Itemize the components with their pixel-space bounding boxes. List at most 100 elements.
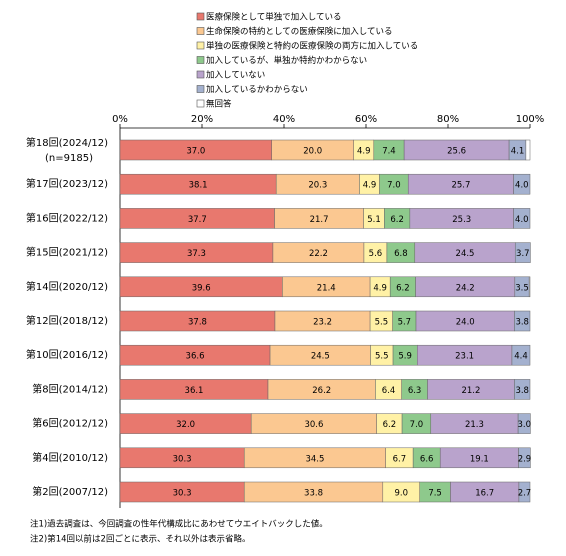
data-label: 2.9	[518, 454, 532, 464]
data-label: 23.1	[455, 352, 474, 362]
y-tick-label: 第10回(2016/12)	[26, 348, 108, 361]
bar-segment	[518, 447, 531, 469]
data-label: 7.0	[410, 420, 424, 430]
data-label: 37.3	[187, 249, 206, 259]
data-label: 24.5	[311, 352, 330, 362]
data-label: 4.9	[357, 147, 371, 157]
data-label: 6.3	[408, 386, 422, 396]
legend-swatch	[196, 12, 205, 21]
data-label: 5.5	[375, 352, 389, 362]
legend-swatch	[196, 99, 205, 108]
data-label: 16.7	[475, 489, 494, 499]
bar-segment	[518, 481, 531, 503]
data-label: 4.9	[373, 283, 387, 293]
bar-segment	[528, 276, 531, 298]
data-label: 24.5	[456, 249, 475, 259]
x-tick-label: 60%	[355, 114, 377, 125]
data-label: 24.2	[456, 283, 475, 293]
y-tick-label: 第4回(2010/12)	[32, 451, 108, 464]
data-label: 25.6	[447, 147, 466, 157]
data-label: 37.8	[188, 318, 207, 328]
data-label: 25.7	[451, 181, 470, 191]
data-label: 21.3	[465, 420, 484, 430]
data-label: 3.8	[515, 318, 529, 328]
data-label: 5.5	[375, 318, 389, 328]
data-label: 5.9	[398, 352, 412, 362]
data-label: 37.7	[188, 215, 207, 225]
data-label: 36.6	[186, 352, 205, 362]
data-label: 37.0	[186, 147, 205, 157]
data-label: 3.0	[517, 420, 531, 430]
footnote: 注1)過去調査は、今回調査の性年代構成比にあわせてウエイトバックした値。	[30, 519, 328, 530]
y-tick-label: 第16回(2022/12)	[26, 211, 108, 224]
data-label: 6.4	[382, 386, 396, 396]
legend-swatch	[196, 70, 205, 79]
data-label: 5.6	[369, 249, 383, 259]
data-label: 26.2	[312, 386, 331, 396]
legend-swatch	[196, 41, 205, 50]
data-label: 19.1	[470, 454, 489, 464]
x-tick-label: 100%	[516, 114, 545, 125]
bar-segment	[514, 379, 531, 400]
data-label: 39.6	[192, 283, 211, 293]
data-label: 32.0	[176, 420, 195, 430]
data-label: 7.4	[382, 147, 396, 157]
bar-segment	[513, 208, 531, 229]
legend-swatch	[196, 85, 205, 93]
legend-label: 加入しているかわからない	[206, 84, 308, 95]
bar-segment	[514, 310, 531, 332]
bar-segment	[511, 344, 531, 366]
legend-label: 無回答	[206, 99, 232, 110]
data-label: 3.5	[515, 283, 529, 293]
y-tick-label: 第17回(2023/12)	[26, 177, 108, 190]
data-label: 4.0	[515, 215, 529, 225]
data-label: 4.1	[511, 147, 525, 157]
data-label: 4.0	[515, 181, 529, 191]
legend-label: 加入していない	[206, 70, 265, 81]
data-label: 38.1	[189, 181, 208, 191]
x-tick-label: 80%	[437, 114, 459, 125]
data-label: 6.7	[393, 454, 407, 464]
data-label: 20.3	[308, 181, 327, 191]
y-tick-label: 第12回(2018/12)	[26, 314, 108, 327]
data-label: 20.0	[303, 147, 322, 157]
data-label: 3.8	[515, 386, 529, 396]
data-label: 2.7	[518, 489, 532, 499]
legend-label: 生命保険の特約としての医療保険に加入している	[206, 26, 393, 37]
data-label: 33.8	[304, 489, 323, 499]
y-tick-label: 第18回(2024/12)	[26, 136, 108, 149]
legend-label: 加入しているが、単独か特約かわからない	[206, 55, 367, 66]
y-tick-label: 第2回(2007/12)	[32, 485, 108, 498]
y-tick-label: 第8回(2014/12)	[32, 382, 108, 395]
bar-segment	[514, 242, 531, 263]
data-label: 6.8	[394, 249, 408, 259]
legend-swatch	[196, 27, 205, 35]
footnote: 注2)第14回以前は2回ごとに表示、それ以外は表示省略。	[30, 534, 250, 545]
legend-label: 単独の医療保険と特約の医療保険の両方に加入している	[206, 41, 418, 52]
data-label: 4.9	[363, 181, 377, 191]
data-label: 30.6	[304, 420, 323, 430]
x-tick-label: 20%	[191, 114, 213, 125]
data-label: 9.0	[394, 489, 408, 499]
data-label: 7.5	[428, 489, 442, 499]
legend-label: 医療保険として単独で加入している	[206, 12, 342, 23]
y-tick-label: 第6回(2012/12)	[32, 417, 108, 430]
data-label: 6.2	[383, 420, 397, 430]
data-label: 34.5	[305, 454, 324, 464]
bar-segment	[517, 413, 531, 434]
data-label: 30.3	[173, 489, 192, 499]
data-label: 21.7	[310, 215, 329, 225]
y-tick-label: 第15回(2021/12)	[26, 246, 108, 259]
data-label: 6.2	[396, 283, 410, 293]
y-tick-label: 第14回(2020/12)	[26, 280, 108, 293]
data-label: 3.7	[516, 249, 530, 259]
bar-segment	[525, 139, 531, 161]
data-label: 22.2	[309, 249, 328, 259]
bar-segment	[513, 173, 531, 195]
data-label: 21.4	[317, 283, 336, 293]
x-tick-label: 40%	[273, 114, 295, 125]
data-label: 4.4	[514, 352, 528, 362]
data-label: 25.3	[452, 215, 471, 225]
sample-note: (n=9185)	[45, 153, 93, 164]
data-label: 24.0	[456, 318, 475, 328]
